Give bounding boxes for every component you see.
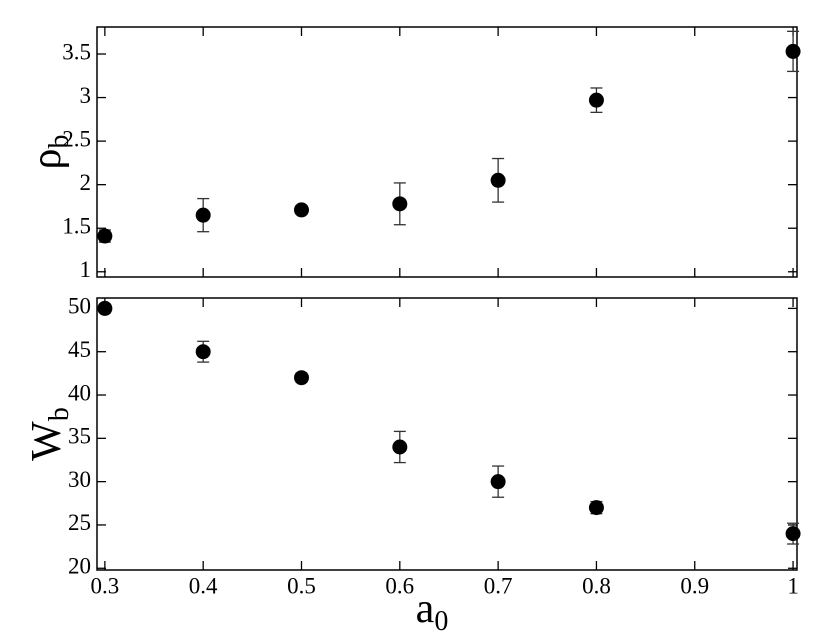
x-tick-label: 1 [787,573,799,598]
point [588,500,604,516]
y-tick-label: 30 [68,467,91,492]
point [785,43,801,59]
x-tick-label: 0.4 [189,573,218,598]
point [392,196,408,212]
point [293,370,309,386]
y-tick-label: 35 [68,424,91,449]
y-axis-label-sub: b [44,135,75,149]
y-axis-label-main: W [24,421,70,461]
x-tick-label: 0.5 [287,573,316,598]
x-axis-label: a0 [416,586,449,638]
point [785,526,801,542]
y-tick-label: 3 [80,83,92,108]
y-tick-label: 2 [80,170,92,195]
point [195,207,211,223]
y-tick-label: 50 [68,294,91,319]
y-tick-label: 2.5 [62,126,91,151]
point [97,300,113,316]
plot-frame [96,26,798,278]
y-tick-label: 40 [68,380,91,405]
point [293,202,309,218]
point [392,439,408,455]
y-tick-label: 3.5 [62,39,91,64]
x-tick-label: 0.9 [680,573,709,598]
y-axis-label-sub: b [44,407,75,421]
point [588,92,604,108]
point [490,474,506,490]
y-axis-label: Wb [24,407,76,461]
y-tick-label: 25 [68,510,91,535]
x-axis-label-sub: 0 [434,606,448,637]
y-axis-label-main: ρ [24,149,70,170]
x-tick-label: 0.3 [90,573,119,598]
point [97,228,113,244]
y-tick-label: 1 [80,257,92,282]
x-axis-label-main: a [416,586,435,632]
y-tick-label: 1.5 [62,214,91,239]
y-tick-label: 20 [68,554,91,579]
y-axis-label: ρb [24,135,76,170]
point [490,172,506,188]
point [195,344,211,360]
y-tick-label: 45 [68,337,91,362]
x-tick-label: 0.6 [385,573,414,598]
x-tick-label: 0.8 [582,573,611,598]
x-tick-label: 0.7 [484,573,513,598]
plot-frame [96,297,798,571]
